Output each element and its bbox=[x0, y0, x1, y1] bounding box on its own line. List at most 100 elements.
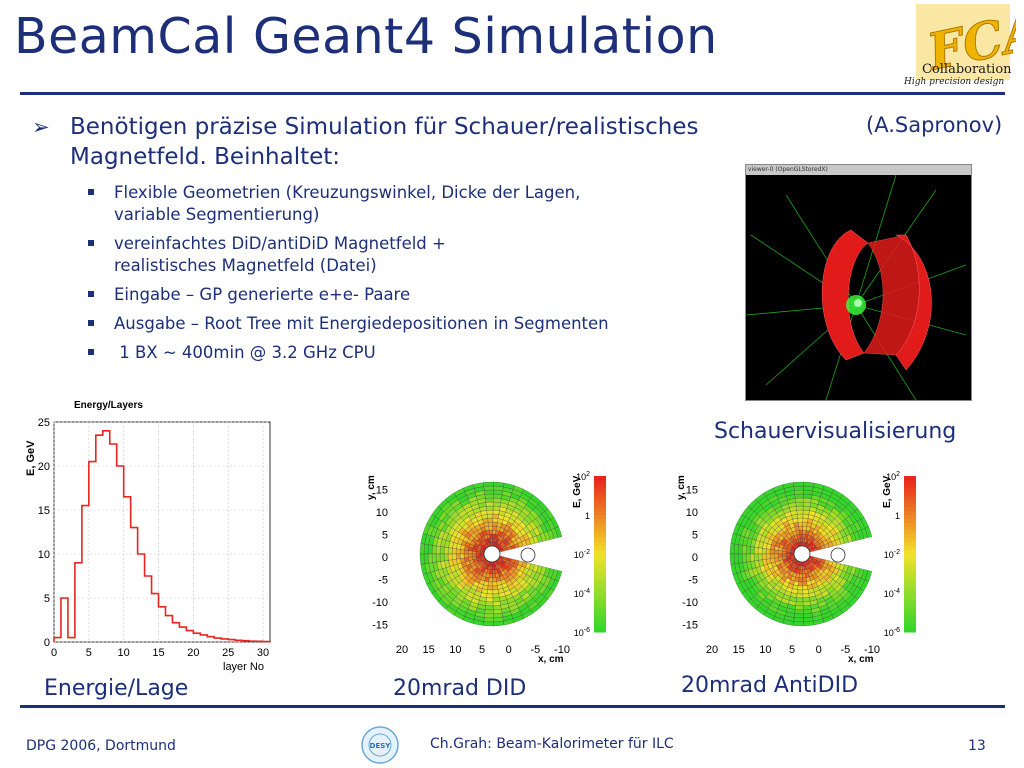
heatmap-cell bbox=[802, 529, 807, 535]
x-tick-labels: 20 15 10 5 0 -5 -10 bbox=[396, 644, 570, 656]
heatmap-cell bbox=[793, 617, 804, 623]
x-axis-label: layer No bbox=[223, 661, 264, 673]
colorbar-step bbox=[594, 518, 606, 524]
heatmap-cell bbox=[439, 553, 445, 562]
x-tick-labels: 20 15 10 5 0 -5 -10 bbox=[706, 644, 880, 656]
heatmap-cell bbox=[487, 585, 493, 591]
y-tick-label: 10 bbox=[686, 507, 698, 519]
x-tick-labels: 0 5 10 15 20 25 30 bbox=[51, 647, 269, 659]
heatmap-cell bbox=[765, 553, 771, 560]
heatmap-cell bbox=[484, 609, 494, 615]
heatmap-cell bbox=[802, 501, 811, 507]
colorbar-step bbox=[904, 561, 916, 567]
arrow-bullet-icon: ➢ bbox=[32, 115, 50, 139]
colorbar-step bbox=[904, 581, 916, 586]
heatmap-cell bbox=[795, 501, 804, 507]
heatmap-cell bbox=[439, 546, 445, 555]
colorbar-step bbox=[594, 593, 606, 598]
colorbar-step bbox=[904, 515, 916, 520]
heatmap-cell bbox=[796, 597, 804, 603]
heatmap-cell bbox=[485, 497, 494, 503]
colorbar-step bbox=[594, 538, 606, 543]
z-axis-label: E, GeV bbox=[572, 475, 583, 508]
heatmap-cell bbox=[484, 613, 494, 619]
x-axis-label: x, cm bbox=[538, 654, 564, 665]
y-axis-label: y, cm bbox=[676, 475, 687, 500]
heatmap-cell bbox=[492, 593, 500, 599]
x-tick-label: 0 bbox=[506, 644, 512, 656]
heatmap-cell bbox=[737, 544, 743, 555]
colorbar-step bbox=[904, 554, 916, 559]
heatmap-cell bbox=[753, 546, 759, 555]
heatmap-cell bbox=[798, 573, 803, 579]
y-tick-label: -5 bbox=[688, 575, 698, 587]
heatmap-cell bbox=[793, 621, 804, 627]
heatmap-cell bbox=[797, 521, 803, 527]
square-bullet-icon bbox=[88, 240, 94, 246]
beam-hole-outgoing bbox=[520, 547, 536, 563]
heatmap-cell bbox=[492, 513, 499, 519]
y-tick-label: 15 bbox=[686, 485, 698, 497]
heatmap-cell bbox=[798, 577, 803, 583]
main-bullet: ➢ Benötigen präzise Simulation für Schau… bbox=[32, 112, 808, 172]
heatmap-cell bbox=[485, 605, 494, 611]
z-axis-label: E, GeV bbox=[882, 475, 893, 508]
colorbar-step bbox=[594, 511, 606, 516]
x-tick-label: 20 bbox=[187, 647, 199, 659]
colorbar-step bbox=[594, 628, 606, 633]
logo-tagline-text: High precision design bbox=[903, 77, 1004, 87]
heatmap-cell bbox=[554, 570, 563, 582]
sub-bullet-text: Flexible Geometrien (Kreuzungswinkel, Di… bbox=[114, 183, 581, 224]
colorbar-step bbox=[594, 487, 606, 493]
colorbar-tick-label: 102 bbox=[886, 471, 900, 482]
colorbar-step bbox=[904, 589, 916, 594]
heatmap-cell bbox=[796, 589, 804, 595]
colorbar-step bbox=[594, 479, 606, 485]
heatmap-cell bbox=[794, 493, 804, 499]
colorbar-step bbox=[594, 526, 606, 532]
colorbar-tick-label: 10-6 bbox=[884, 627, 900, 638]
colorbar-tick-label: 102 bbox=[576, 471, 590, 482]
heatmap-cell bbox=[781, 550, 787, 555]
heatmap-cell bbox=[492, 533, 496, 539]
colorbar-tick-label: 1 bbox=[585, 511, 590, 521]
colorbar-step bbox=[904, 616, 916, 621]
heatmap-cell bbox=[435, 553, 441, 563]
heatmap-cell bbox=[802, 593, 810, 599]
heatmap-cell bbox=[773, 549, 779, 555]
y-tick-label: 20 bbox=[38, 461, 50, 473]
y-tick-label: 25 bbox=[38, 417, 50, 429]
heatmap-cell bbox=[492, 505, 501, 511]
square-bullet-icon bbox=[88, 189, 94, 195]
sub-bullet-item: 1 BX ~ 400min @ 3.2 GHz CPU bbox=[88, 342, 688, 364]
colorbar-step bbox=[904, 483, 916, 489]
colorbar-tick-label: 1 bbox=[895, 511, 900, 521]
colorbar-step bbox=[594, 550, 606, 555]
x-tick-label: 25 bbox=[222, 647, 234, 659]
colorbar-step bbox=[904, 550, 916, 555]
colorbar-step bbox=[594, 581, 606, 586]
heatmap-cell bbox=[423, 544, 429, 555]
heatmap-cell bbox=[486, 597, 494, 603]
colorbar-step bbox=[594, 557, 606, 563]
heatmap-cell bbox=[749, 553, 755, 562]
heatmap-cell bbox=[492, 529, 497, 535]
heatmap-cell bbox=[802, 601, 811, 607]
calorimeter-segments bbox=[729, 481, 873, 627]
colorbar-step bbox=[904, 593, 916, 598]
logo-collaboration-text: Collaboration bbox=[922, 62, 1012, 77]
heatmap-cell bbox=[796, 593, 804, 599]
footer-rule bbox=[20, 705, 1005, 708]
y-tick-label: 0 bbox=[692, 552, 698, 564]
colorbar-step bbox=[904, 495, 916, 500]
colorbar-step bbox=[904, 546, 916, 551]
x-tick-label: -10 bbox=[864, 644, 880, 656]
y-axis-label: E, GeV bbox=[25, 440, 37, 476]
desy-logo: DESY bbox=[361, 726, 399, 764]
caption-did: 20mrad DID bbox=[393, 676, 527, 701]
heatmap-cell bbox=[796, 513, 804, 519]
heatmap-cell bbox=[487, 581, 493, 587]
colorbar-step bbox=[904, 608, 916, 613]
y-tick-label: 5 bbox=[44, 593, 50, 605]
colorbar-step bbox=[904, 577, 916, 582]
